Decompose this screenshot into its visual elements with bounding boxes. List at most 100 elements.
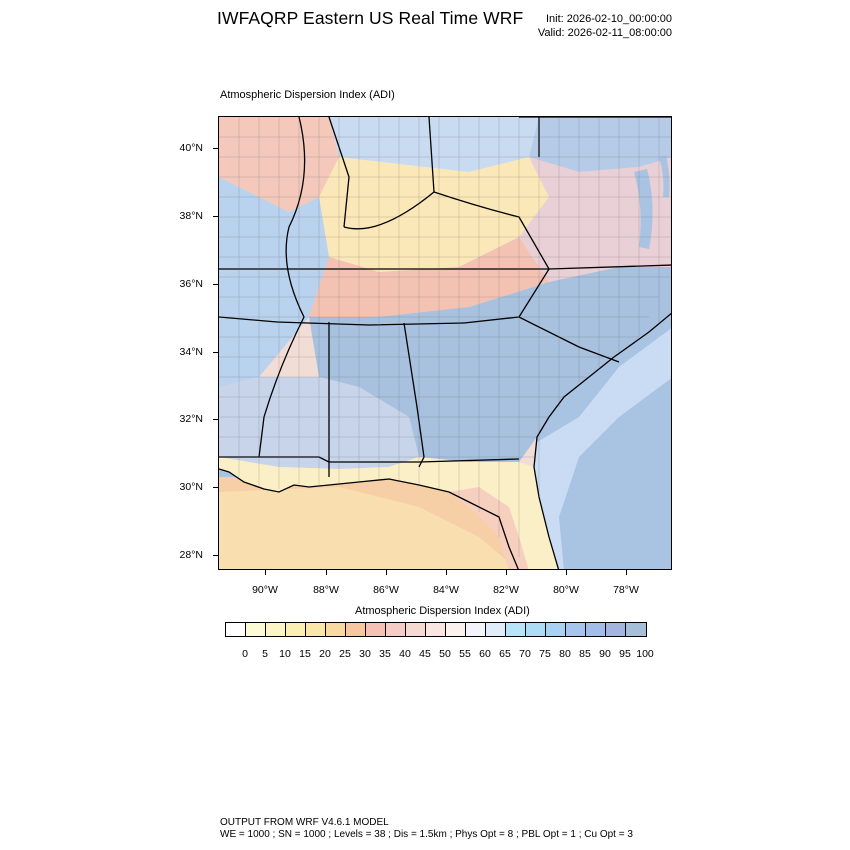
lat-label: 40°N <box>179 142 203 154</box>
lon-tick <box>326 570 327 575</box>
labelbar-tick-label: 5 <box>262 648 268 660</box>
delaware-bay <box>659 155 670 197</box>
labelbar-box <box>306 623 326 636</box>
labelbar-tick-label: 95 <box>619 648 631 660</box>
mississippi-river <box>258 117 306 458</box>
labelbar-box <box>246 623 266 636</box>
lon-label: 84°W <box>433 584 459 596</box>
labelbar-tick-label: 45 <box>419 648 431 660</box>
labelbar-tick-label: 90 <box>599 648 611 660</box>
lon-tick <box>386 570 387 575</box>
labelbar-tick-label: 65 <box>499 648 511 660</box>
lat-label: 28°N <box>179 549 203 561</box>
lat-label: 30°N <box>179 481 203 493</box>
labelbar-tick-label: 55 <box>459 648 471 660</box>
labelbar-tick-label: 50 <box>439 648 451 660</box>
lon-label: 78°W <box>613 584 639 596</box>
labelbar-box <box>466 623 486 636</box>
labelbar-box <box>426 623 446 636</box>
labelbar-box <box>526 623 546 636</box>
labelbar-box <box>446 623 466 636</box>
lon-tick <box>265 570 266 575</box>
labelbar-tick-label: 75 <box>539 648 551 660</box>
labelbar-box <box>406 623 426 636</box>
lon-label: 90°W <box>252 584 278 596</box>
adi-region-virginia <box>519 157 671 282</box>
labelbar-tick-label: 35 <box>379 648 391 660</box>
lon-label: 82°W <box>493 584 519 596</box>
labelbar-tick-label: 40 <box>399 648 411 660</box>
lat-tick <box>213 216 218 217</box>
valid-time: Valid: 2026-02-11_08:00:00 <box>537 27 672 39</box>
lon-tick <box>626 570 627 575</box>
adi-region-carolinas-georgia <box>309 267 671 462</box>
lon-tick <box>506 570 507 575</box>
lat-tick <box>213 419 218 420</box>
lat-tick <box>213 487 218 488</box>
labelbar-tick-label: 25 <box>339 648 351 660</box>
model-config: WE = 1000 ; SN = 1000 ; Levels = 38 ; Di… <box>220 829 633 840</box>
chart-title: IWFAQRP Eastern US Real Time WRF <box>217 8 524 28</box>
color-labelbar <box>225 622 647 637</box>
lat-label: 36°N <box>179 278 203 290</box>
lat-label: 34°N <box>179 346 203 358</box>
adi-region-missouri-arkansas <box>219 177 329 387</box>
labelbar-box <box>226 623 246 636</box>
adi-map <box>218 116 672 570</box>
lat-tick <box>213 148 218 149</box>
lat-tick <box>213 555 218 556</box>
lon-label: 86°W <box>373 584 399 596</box>
lon-label: 88°W <box>313 584 339 596</box>
labelbar-box <box>606 623 626 636</box>
adi-region-florida <box>449 487 529 569</box>
gulf-coastline <box>219 468 519 569</box>
model-version: OUTPUT FROM WRF V4.6.1 MODEL <box>220 817 389 828</box>
county-lines <box>219 117 671 557</box>
lat-tick <box>213 284 218 285</box>
labelbar-box <box>266 623 286 636</box>
map-svg <box>219 117 671 569</box>
labelbar-tick-label: 20 <box>319 648 331 660</box>
run-times: Init: 2026-02-10_00:00:00 Valid: 2026-02… <box>538 12 672 40</box>
ohio-river <box>343 191 550 270</box>
labelbar-tick-label: 30 <box>359 648 371 660</box>
labelbar-tick-label: 70 <box>519 648 531 660</box>
labelbar-box <box>486 623 506 636</box>
labelbar-box <box>586 623 606 636</box>
lat-label: 32°N <box>179 413 203 425</box>
adi-region-pennsylvania <box>529 117 671 172</box>
adi-region-gulf-coast <box>219 457 559 569</box>
model-footer: OUTPUT FROM WRF V4.6.1 MODEL WE = 1000 ;… <box>220 817 633 841</box>
labelbar-box <box>346 623 366 636</box>
labelbar-tick-label: 15 <box>299 648 311 660</box>
in-oh-border <box>428 117 435 193</box>
labelbar-box <box>286 623 306 636</box>
lat-label: 38°N <box>179 210 203 222</box>
plot-field-label: Atmospheric Dispersion Index (ADI) <box>220 89 395 101</box>
tn-ms-al-ga-border <box>276 321 465 326</box>
labelbar-tick-label: 10 <box>279 648 291 660</box>
labelbar-tick-label: 0 <box>242 648 248 660</box>
labelbar-box <box>546 623 566 636</box>
adi-region-indiana-ohio <box>329 117 539 172</box>
labelbar-tick-label: 85 <box>579 648 591 660</box>
lon-tick <box>446 570 447 575</box>
labelbar-box <box>366 623 386 636</box>
init-time: Init: 2026-02-10_00:00:00 <box>546 13 672 25</box>
labelbar-box <box>326 623 346 636</box>
gulf-warm-shelf <box>219 487 517 569</box>
coastal-shelf <box>529 328 671 569</box>
ar-la-border <box>219 316 278 323</box>
lon-label: 80°W <box>553 584 579 596</box>
labelbar-tick-label: 100 <box>636 648 654 660</box>
labelbar-box <box>626 623 646 636</box>
chesapeake-bay <box>634 169 653 249</box>
labelbar-tick-label: 80 <box>559 648 571 660</box>
labelbar-box <box>386 623 406 636</box>
labelbar-box <box>506 623 526 636</box>
labelbar-title: Atmospheric Dispersion Index (ADI) <box>355 605 530 617</box>
adi-region-kentucky <box>319 157 549 272</box>
labelbar-box <box>566 623 586 636</box>
lon-tick <box>566 570 567 575</box>
lat-tick <box>213 352 218 353</box>
